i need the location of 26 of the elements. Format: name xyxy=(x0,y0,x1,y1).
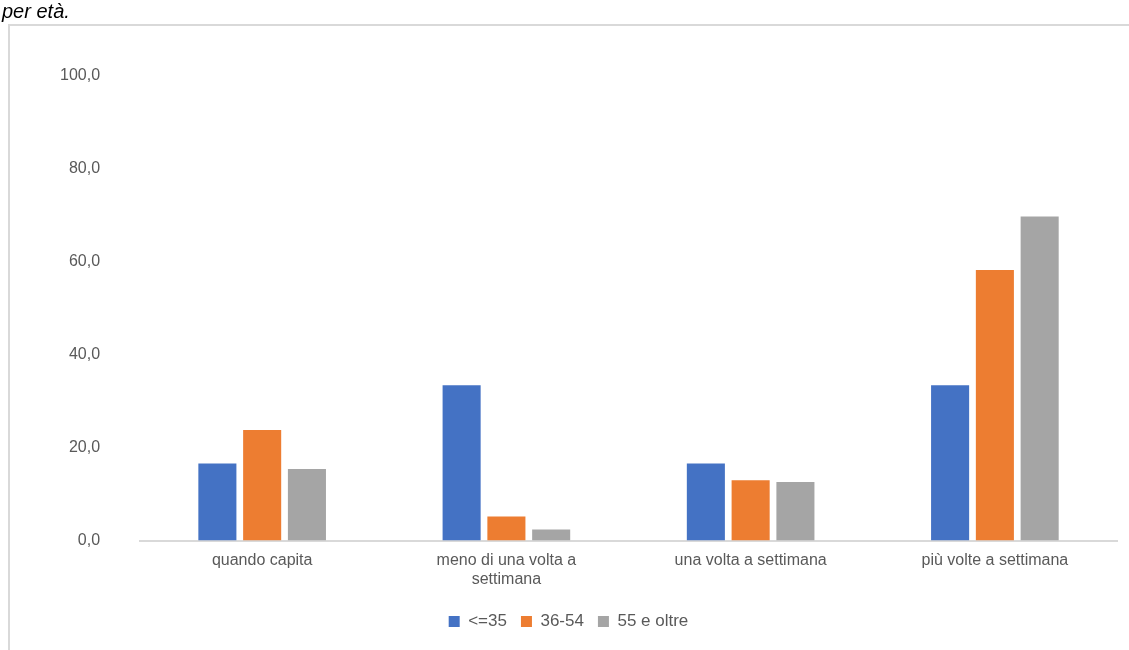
bar xyxy=(1020,216,1059,541)
bar xyxy=(532,529,571,541)
x-tick-label: più volte a settimana xyxy=(921,550,1069,568)
bar xyxy=(287,468,326,541)
bar xyxy=(776,482,815,541)
y-tick-label: 40,0 xyxy=(68,345,101,363)
legend-label: <=35 xyxy=(468,611,507,631)
bar xyxy=(243,429,282,541)
y-tick-label: 100,0 xyxy=(59,66,101,84)
y-tick-label: 80,0 xyxy=(68,159,101,177)
y-tick-label: 0,0 xyxy=(77,531,101,549)
y-tick-label: 60,0 xyxy=(68,252,101,270)
bar xyxy=(731,480,770,541)
legend-label: 55 e oltre xyxy=(617,611,689,631)
legend-label: 36-54 xyxy=(540,611,584,631)
chart-title: per età. xyxy=(2,0,70,22)
x-tick-label: una volta a settimana xyxy=(674,550,827,568)
bar xyxy=(487,516,526,541)
bar xyxy=(931,385,970,541)
bar xyxy=(442,385,481,541)
x-tick-label: quando capita xyxy=(211,550,313,568)
bar xyxy=(686,463,725,541)
y-tick-label: 20,0 xyxy=(68,438,101,456)
bar xyxy=(975,269,1014,541)
x-tick-label: meno di una volta a settimana xyxy=(436,550,577,587)
bar xyxy=(198,463,237,541)
